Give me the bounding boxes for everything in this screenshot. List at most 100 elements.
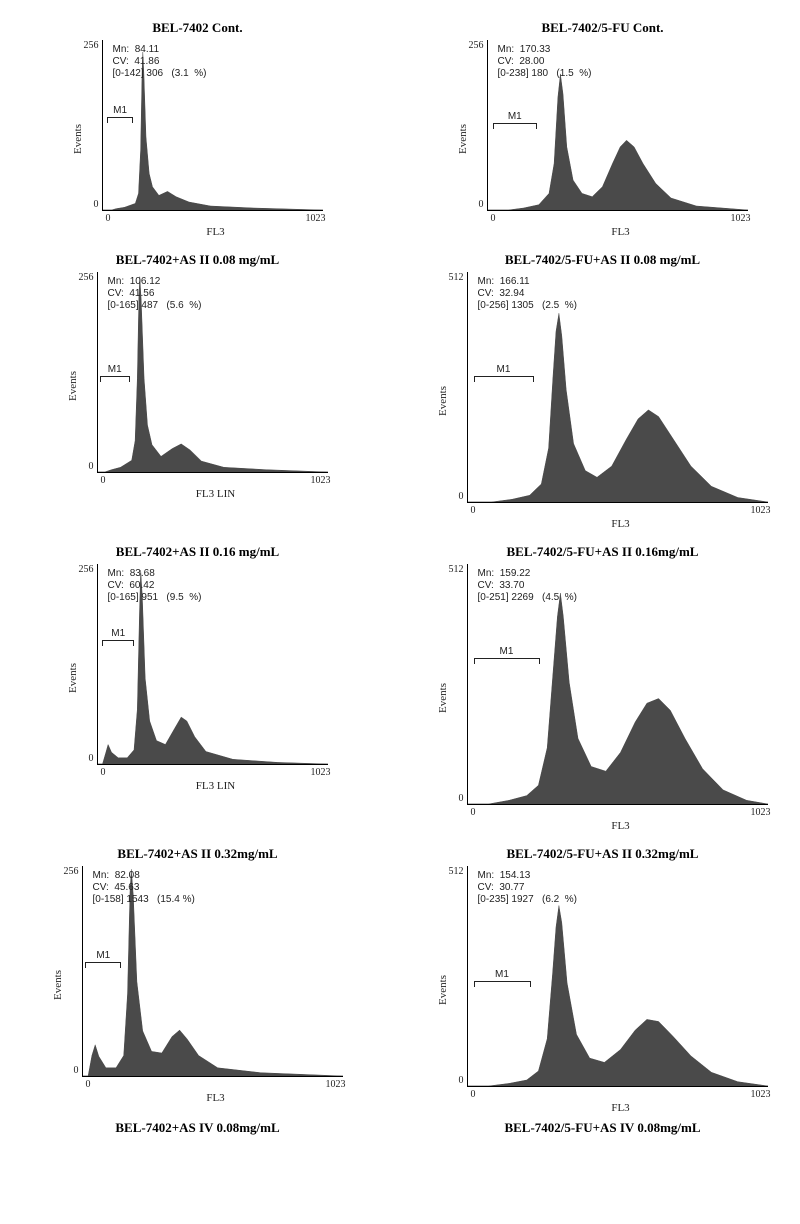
stats-overlay: Mn: 82.08CV: 45.63[0-158] 1543 (15.4 %) — [93, 870, 195, 906]
x-tick-max: 1023 — [751, 1089, 771, 1100]
x-tick-zero: 0 — [471, 807, 476, 818]
y-ticks: 2560 — [84, 40, 102, 210]
x-ticks: 01023 — [491, 211, 751, 224]
m1-gate-marker: M1 — [102, 628, 134, 646]
stats-overlay: Mn: 159.22CV: 33.70[0-251] 2269 (4.5 %) — [478, 568, 578, 604]
stat-cv: CV: 32.94 — [478, 288, 578, 300]
stat-gate: [0-256] 1305 (2.5 %) — [478, 300, 578, 312]
x-tick-zero: 0 — [106, 213, 111, 224]
y-tick-zero: 0 — [449, 491, 464, 502]
histogram-plot: Mn: 159.22CV: 33.70[0-251] 2269 (4.5 %)M… — [467, 564, 768, 805]
stat-cv: CV: 41.86 — [113, 56, 207, 68]
y-axis-label: Events — [65, 663, 79, 693]
stat-cv: CV: 30.77 — [478, 882, 578, 894]
panel-title: BEL-7402/5-FU+AS II 0.08 mg/mL — [505, 252, 700, 268]
stats-overlay: Mn: 154.13CV: 30.77[0-235] 1927 (6.2 %) — [478, 870, 578, 906]
next-page-title-right: BEL-7402/5-FU+AS IV 0.08mg/mL — [415, 1120, 790, 1136]
histogram-plot: Mn: 82.08CV: 45.63[0-158] 1543 (15.4 %)M… — [82, 866, 343, 1077]
x-axis-label: FL3 — [106, 224, 326, 238]
next-page-title-left: BEL-7402+AS IV 0.08mg/mL — [10, 1120, 385, 1136]
y-tick-max: 512 — [449, 272, 464, 283]
stat-gate: [0-238] 180 (1.5 %) — [498, 68, 592, 80]
stat-mn: Mn: 159.22 — [478, 568, 578, 580]
m1-label: M1 — [497, 364, 511, 375]
histogram-plot: Mn: 154.13CV: 30.77[0-235] 1927 (6.2 %) M… — [467, 866, 768, 1087]
histogram-plot: Mn: 170.33CV: 28.00[0-238] 180 (1.5 %) M1 — [487, 40, 748, 211]
histogram-panel: BEL-7402/5-FU+AS II 0.08 mg/mL Events 512 0… — [415, 252, 790, 530]
x-ticks: 0 1023 — [471, 805, 771, 818]
histogram-plot: Mn: 166.11CV: 32.94[0-256] 1305 (2.5 %)M… — [467, 272, 768, 503]
stat-cv: CV: 45.63 — [93, 882, 195, 894]
stat-mn: Mn: 106.12 — [108, 276, 202, 288]
m1-gate-marker: M1 — [474, 364, 534, 382]
m1-bracket — [85, 962, 121, 968]
panel-title: BEL-7402 Cont. — [152, 20, 242, 36]
y-tick-zero: 0 — [449, 1075, 464, 1086]
y-tick-zero: 0 — [64, 1065, 79, 1076]
stat-gate: [0-158] 1543 (15.4 %) — [93, 894, 195, 906]
y-ticks: 512 0 — [449, 272, 467, 502]
y-tick-max: 256 — [84, 40, 99, 51]
histogram-panel: BEL-7402 Cont.Events2560Mn: 84.11CV: 41.… — [10, 20, 385, 238]
x-ticks: 0 1023 — [86, 1077, 346, 1090]
stats-overlay: Mn: 83.68CV: 60.42[0-165] 951 (9.5 %) — [108, 568, 202, 604]
m1-gate-marker: M1 — [100, 364, 130, 382]
x-ticks: 01023 — [471, 503, 771, 516]
y-axis-label: Events — [70, 124, 84, 154]
m1-bracket — [107, 117, 133, 123]
m1-bracket — [474, 376, 534, 382]
x-axis-label: FL3 — [491, 224, 751, 238]
stat-gate: [0-142] 306 (3.1 %) — [113, 68, 207, 80]
y-axis-label: Events — [65, 371, 79, 401]
x-tick-max: 1023 — [751, 505, 771, 516]
y-tick-zero: 0 — [449, 793, 464, 804]
x-tick-zero: 0 — [491, 213, 496, 224]
m1-label: M1 — [108, 364, 122, 375]
stat-cv: CV: 60.42 — [108, 580, 202, 592]
panel-title: BEL-7402+AS II 0.32mg/mL — [117, 846, 277, 862]
y-axis-label: Events — [435, 386, 449, 416]
x-axis-label: FL3 — [471, 516, 771, 530]
x-tick-max: 1023 — [326, 1079, 346, 1090]
y-tick-zero: 0 — [79, 753, 94, 764]
y-tick-max: 256 — [79, 272, 94, 283]
m1-gate-marker: M1 — [107, 105, 133, 123]
y-axis-label: Events — [455, 124, 469, 154]
stat-gate: [0-235] 1927 (6.2 %) — [478, 894, 578, 906]
stats-overlay: Mn: 84.11CV: 41.86[0-142] 306 (3.1 %) — [113, 44, 207, 80]
y-tick-max: 512 — [449, 866, 464, 877]
x-tick-zero: 0 — [86, 1079, 91, 1090]
stat-mn: Mn: 170.33 — [498, 44, 592, 56]
panel-title: BEL-7402/5-FU Cont. — [541, 20, 663, 36]
m1-bracket — [493, 123, 537, 129]
x-tick-zero: 0 — [101, 475, 106, 486]
histogram-panel: BEL-7402+AS II 0.16 mg/mLEvents2560Mn: 8… — [10, 544, 385, 832]
stats-overlay: Mn: 170.33CV: 28.00[0-238] 180 (1.5 %) — [498, 44, 592, 80]
stats-overlay: Mn: 166.11CV: 32.94[0-256] 1305 (2.5 %) — [478, 276, 578, 312]
x-tick-max: 1023 — [306, 213, 326, 224]
y-ticks: 512 0 — [449, 866, 467, 1086]
x-tick-max: 1023 — [751, 807, 771, 818]
x-ticks: 01023 — [471, 1087, 771, 1100]
m1-gate-marker: M1 — [474, 646, 540, 664]
y-tick-zero: 0 — [79, 461, 94, 472]
x-tick-zero: 0 — [101, 767, 106, 778]
m1-label: M1 — [495, 969, 509, 980]
y-axis-label: Events — [435, 683, 449, 713]
stats-overlay: Mn: 106.12CV: 41.56[0-165] 487 (5.6 %) — [108, 276, 202, 312]
histogram-panel: BEL-7402/5-FU+AS II 0.32mg/mLEvents5120M… — [415, 846, 790, 1114]
m1-bracket — [100, 376, 130, 382]
m1-gate-marker: M1 — [493, 111, 537, 129]
stat-gate: [0-251] 2269 (4.5 %) — [478, 592, 578, 604]
stat-mn: Mn: 82.08 — [93, 870, 195, 882]
panel-title: BEL-7402+AS II 0.08 mg/mL — [116, 252, 279, 268]
histogram-panel: BEL-7402+AS II 0.08 mg/mL Events 256 0 Mn: 1… — [10, 252, 385, 530]
stat-mn: Mn: 166.11 — [478, 276, 578, 288]
y-ticks: 2560 — [79, 564, 97, 764]
m1-label: M1 — [113, 105, 127, 116]
stat-mn: Mn: 84.11 — [113, 44, 207, 56]
x-axis-label: FL3 — [471, 818, 771, 832]
stat-mn: Mn: 83.68 — [108, 568, 202, 580]
panel-title: BEL-7402/5-FU+AS II 0.32mg/mL — [507, 846, 699, 862]
y-tick-max: 256 — [64, 866, 79, 877]
